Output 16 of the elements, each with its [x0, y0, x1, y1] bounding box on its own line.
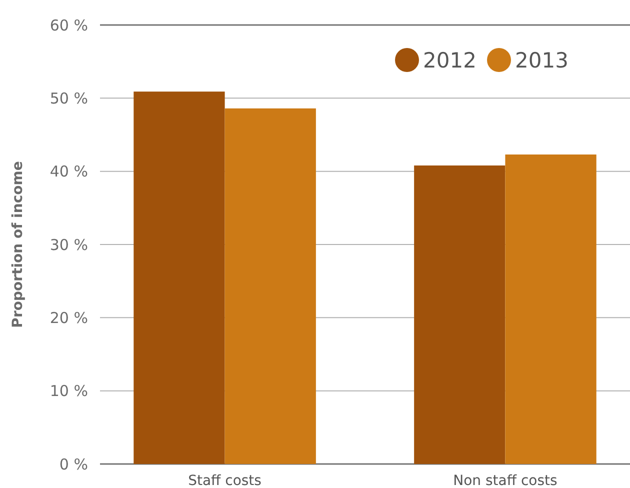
- y-tick-label: 30 %: [50, 236, 88, 254]
- y-tick-label: 0 %: [59, 455, 88, 474]
- bar: [414, 165, 506, 464]
- y-tick-label: 60 %: [50, 16, 88, 34]
- x-tick-label: Non staff costs: [453, 473, 558, 488]
- legend-label: 2013: [515, 48, 568, 72]
- legend-label: 2012: [423, 48, 476, 72]
- y-axis-title: Proportion of income: [10, 161, 26, 328]
- bar: [505, 154, 596, 464]
- bar: [224, 108, 316, 464]
- y-tick-label: 50 %: [50, 89, 88, 108]
- y-tick-label: 10 %: [50, 382, 88, 400]
- y-tick-label: 20 %: [50, 308, 88, 327]
- bar: [134, 92, 225, 464]
- x-tick-label: Staff costs: [188, 473, 262, 488]
- y-tick-label: 40 %: [50, 162, 88, 181]
